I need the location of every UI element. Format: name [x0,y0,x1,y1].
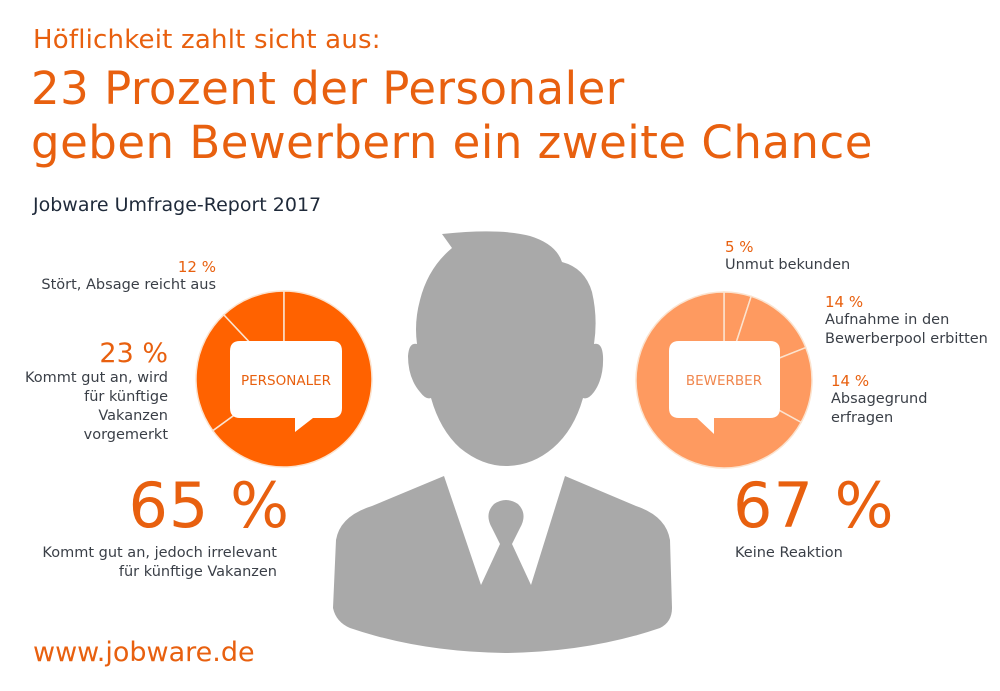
slice-label-irrelevant-1: Kommt gut an, jedoch irrelevant [42,545,277,561]
pie-title-bewerber: BEWERBER [686,373,762,389]
speech-bubble-personaler: PERSONALER [230,341,342,432]
kicker-title: Höflichkeit zahlt sicht aus: [33,25,381,55]
slice-percent-5: 5 % [725,238,754,256]
slice-percent-67: 67 % [733,469,895,542]
label-group-irrelevant: 65 % [40,474,290,538]
subtitle: Jobware Umfrage-Report 2017 [33,194,322,216]
slice-label-bewerberpool-1: Aufnahme in den [825,312,950,328]
slice-label-irrelevant-2: für künftige Vakanzen [118,564,277,580]
speech-bubble-icon [230,341,342,432]
slice-label-absagegrund-1: Absagegrund [831,391,928,407]
slice-percent-12: 12 % [177,258,216,276]
headline-line-2: geben Bewerbern ein zweite Chance [31,116,873,169]
silhouette-body [333,476,672,653]
label-group-stoert: 12 % Stört, Absage reicht aus [40,258,216,295]
slice-label-vorgemerkt-3: vorgemerkt [83,427,168,443]
label-group-irrelevant-text: Kommt gut an, jedoch irrelevant für künf… [40,544,277,582]
slice-label-keine-reaktion: Keine Reaktion [735,545,843,561]
website-link[interactable]: www.jobware.de [33,637,255,668]
headline-line-1: 23 Prozent der Personaler [31,62,625,115]
slice-percent-23: 23 % [99,338,168,369]
label-group-unmut: 5 % Unmut bekunden [725,238,850,275]
businessman-silhouette-icon [333,231,672,653]
label-group-absagegrund: 14 % Absagegrund erfragen [831,372,927,428]
speech-bubble-icon [669,341,780,434]
silhouette-head [408,231,604,466]
label-group-vorgemerkt: 23 % Kommt gut an, wird für künftige Vak… [20,338,168,445]
slice-label-vorgemerkt-1: Kommt gut an, wird [25,370,168,386]
slice-label-stoert: Stört, Absage reicht aus [41,277,216,293]
label-group-keine-reaktion: 67 % [733,474,895,538]
slice-label-vorgemerkt-2: für künftige Vakanzen [84,389,168,424]
slice-label-bewerberpool-2: Bewerberpool erbitten [825,331,988,347]
slice-percent-14b: 14 % [831,372,870,390]
slice-label-unmut: Unmut bekunden [725,257,851,273]
slice-percent-65: 65 % [128,469,290,542]
pie-title-personaler: PERSONALER [241,373,331,389]
speech-bubble-bewerber: BEWERBER [669,341,780,434]
label-group-keine-reaktion-text: Keine Reaktion [735,544,843,563]
slice-percent-14a: 14 % [825,293,864,311]
label-group-bewerberpool: 14 % Aufnahme in den Bewerberpool erbitt… [825,293,988,349]
slice-label-absagegrund-2: erfragen [831,410,894,426]
